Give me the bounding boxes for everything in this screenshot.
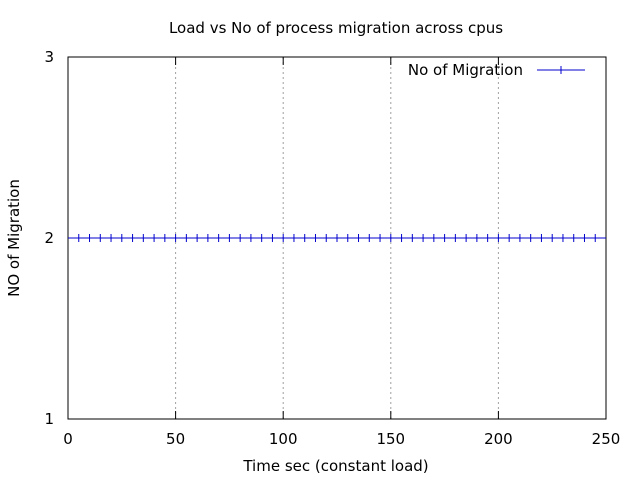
- x-tick-label: 150: [376, 430, 405, 448]
- chart-title: Load vs No of process migration across c…: [169, 19, 503, 37]
- x-tick-label: 0: [63, 430, 73, 448]
- y-tick-label: 3: [44, 48, 54, 66]
- legend-label: No of Migration: [408, 61, 523, 79]
- x-tick-label: 50: [166, 430, 185, 448]
- x-axis-label: Time sec (constant load): [242, 457, 428, 475]
- y-tick-label: 2: [44, 229, 54, 247]
- series-no-of-migration: [68, 234, 606, 242]
- x-tick-label: 250: [592, 430, 621, 448]
- x-tick-label: 100: [269, 430, 298, 448]
- x-axis: 0 50 100 150 200 250: [63, 57, 620, 448]
- legend: No of Migration: [408, 61, 585, 79]
- y-axis-label: NO of Migration: [5, 179, 23, 297]
- y-tick-label: 1: [44, 410, 54, 428]
- x-tick-label: 200: [484, 430, 513, 448]
